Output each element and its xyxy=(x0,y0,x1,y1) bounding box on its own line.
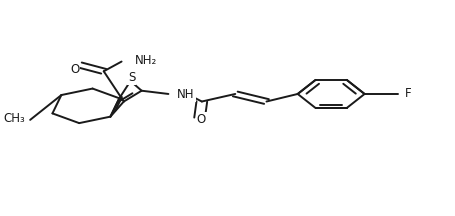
Text: O: O xyxy=(196,113,206,126)
Text: S: S xyxy=(128,71,135,84)
Text: NH: NH xyxy=(177,88,194,101)
Text: O: O xyxy=(70,63,79,76)
Text: CH₃: CH₃ xyxy=(3,112,25,125)
Text: F: F xyxy=(404,87,410,100)
Text: NH₂: NH₂ xyxy=(135,54,157,67)
